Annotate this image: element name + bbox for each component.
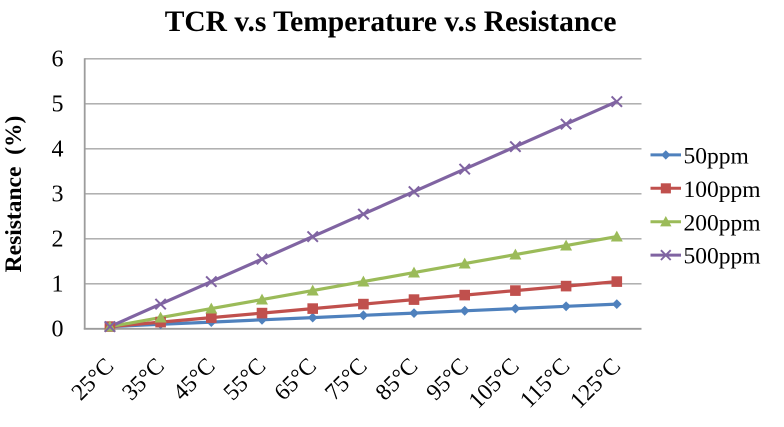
svg-text:85°C: 85°C [371,353,424,406]
svg-text:25°C: 25°C [67,353,120,406]
svg-text:0: 0 [52,317,64,343]
svg-text:3: 3 [52,182,64,208]
svg-text:5: 5 [52,92,64,118]
svg-text:115°C: 115°C [515,353,575,413]
svg-text:50ppm: 50ppm [684,144,749,170]
svg-text:1: 1 [52,272,64,298]
svg-text:75°C: 75°C [320,353,373,406]
svg-text:6: 6 [52,47,64,73]
svg-text:105°C: 105°C [464,353,525,414]
svg-text:45°C: 45°C [168,353,221,406]
svg-text:TCR v.s Temperature v.s Resist: TCR v.s Temperature v.s Resistance [165,6,617,38]
svg-text:55°C: 55°C [219,353,272,406]
svg-text:65°C: 65°C [269,353,322,406]
svg-text:4: 4 [52,137,64,163]
svg-text:Resistance (%): Resistance (%) [1,116,27,273]
svg-text:2: 2 [52,227,64,253]
svg-text:125°C: 125°C [565,353,626,414]
svg-text:200ppm: 200ppm [684,210,761,236]
svg-text:100ppm: 100ppm [684,177,761,203]
svg-text:500ppm: 500ppm [684,244,761,270]
svg-text:35°C: 35°C [117,353,170,406]
